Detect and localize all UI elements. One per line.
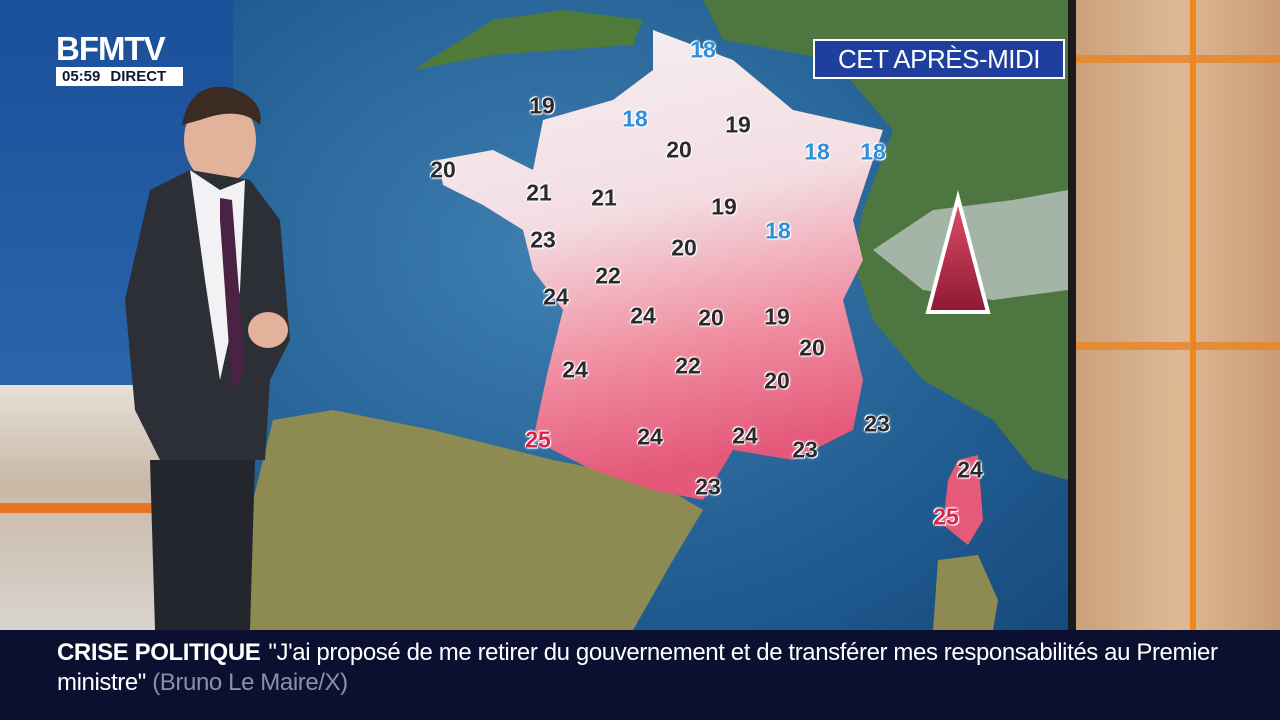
temperature-label: 19: [529, 92, 555, 119]
temperature-label: 23: [695, 473, 721, 500]
temperature-label: 24: [543, 283, 569, 310]
temperature-label: 24: [637, 423, 663, 450]
ticker-source: (Bruno Le Maire/X): [152, 669, 348, 696]
temperature-label: 20: [698, 304, 724, 331]
temperature-label: 25: [933, 503, 959, 530]
temperature-label: 23: [792, 436, 818, 463]
screen-edge: [1068, 0, 1076, 630]
temperature-label: 25: [525, 426, 551, 453]
europe-land: [703, 0, 1068, 480]
temperature-label: 21: [526, 179, 552, 206]
temperature-label: 19: [764, 303, 790, 330]
temperature-label: 24: [732, 422, 758, 449]
temperature-label: 20: [764, 367, 790, 394]
temperature-label: 19: [725, 111, 751, 138]
temperature-label: 19: [711, 193, 737, 220]
temperature-label: 22: [675, 352, 701, 379]
sardinia-land: [933, 555, 998, 630]
mountain-triangle-icon: [925, 190, 991, 314]
studio-wood-wall: [1076, 0, 1280, 630]
temperature-label: 18: [860, 138, 886, 165]
forecast-period-title: CET APRÈS-MIDI: [813, 39, 1065, 79]
ticker-label: CRISE POLITIQUE: [57, 639, 261, 666]
corsica-land: [943, 455, 983, 545]
ticker-text: "J'ai proposé de me retirer du gouvernem…: [57, 639, 1218, 696]
temperature-label: 18: [804, 138, 830, 165]
temperature-label: 20: [799, 334, 825, 361]
temperature-label: 21: [591, 184, 617, 211]
clock: 05:59: [62, 68, 101, 85]
temperature-label: 18: [690, 36, 716, 63]
temperature-label: 22: [595, 262, 621, 289]
temperature-label: 20: [671, 234, 697, 261]
uk-land: [413, 10, 643, 70]
bfmtv-logo: BFMTV: [56, 30, 166, 67]
temperature-label: 20: [430, 156, 456, 183]
temperature-label: 20: [666, 136, 692, 163]
live-label: DIRECT: [110, 68, 167, 85]
temperature-label: 18: [622, 105, 648, 132]
presenter: [125, 86, 290, 630]
temperature-label: 18: [765, 217, 791, 244]
spain-land: [243, 410, 703, 630]
weather-map: [233, 0, 1068, 630]
live-bar: 05:59 DIRECT: [56, 67, 183, 86]
temperature-label: 24: [630, 302, 656, 329]
temperature-label: 24: [562, 356, 588, 383]
temperature-label: 23: [864, 410, 890, 437]
channel-logo: BFMTV 05:59 DIRECT: [56, 30, 183, 86]
france-land: [438, 30, 883, 500]
temperature-label: 24: [957, 456, 983, 483]
temperature-label: 23: [530, 226, 556, 253]
news-ticker: CRISE POLITIQUE "J'ai proposé de me retir…: [0, 630, 1280, 720]
